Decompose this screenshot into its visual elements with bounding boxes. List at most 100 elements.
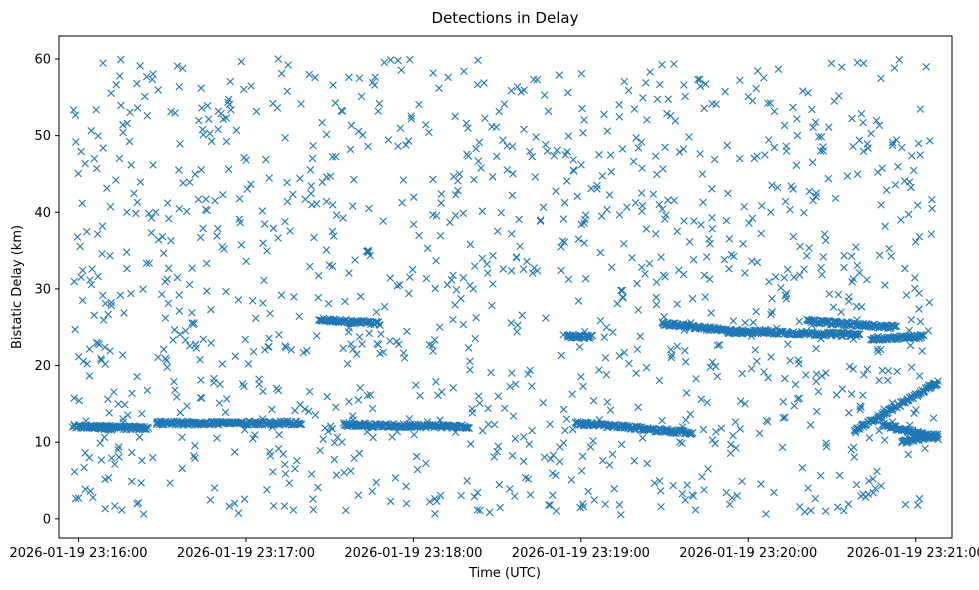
detection-point [328, 425, 336, 433]
detection-point [698, 170, 707, 178]
detection-point [598, 456, 607, 465]
detection-point [749, 318, 758, 327]
detection-point [559, 215, 568, 223]
detection-point [332, 471, 341, 479]
detection-point [446, 218, 454, 227]
detection-point [631, 199, 640, 207]
detection-point [247, 82, 255, 90]
detection-point [116, 55, 125, 64]
detection-point [322, 173, 331, 181]
detection-point [480, 79, 488, 87]
detection-point [753, 357, 761, 366]
detection-point [915, 390, 924, 398]
detection-point [287, 346, 296, 354]
detection-point [636, 332, 645, 341]
detection-point [596, 248, 605, 257]
detection-point [601, 353, 610, 362]
detection-point [753, 152, 761, 160]
detection-point [87, 280, 96, 289]
detection-point [159, 249, 168, 258]
detection-point [764, 136, 773, 144]
detection-point [620, 77, 629, 86]
detection-point [100, 433, 109, 442]
detection-point [700, 104, 709, 113]
detection-point [106, 202, 115, 211]
detection-point [214, 125, 223, 134]
detection-point [333, 433, 342, 442]
detection-point [75, 396, 83, 405]
detection-point [371, 73, 379, 81]
detection-point [473, 80, 482, 89]
detection-point [902, 291, 911, 299]
detection-point [472, 313, 480, 322]
detection-point [550, 151, 559, 160]
detection-point [820, 230, 829, 238]
detection-point [410, 430, 418, 439]
detection-point [347, 121, 356, 130]
detection-point [299, 348, 308, 357]
detection-point [297, 100, 305, 108]
detection-point [637, 138, 646, 146]
detection-point [857, 403, 865, 411]
y-tick-label: 60 [34, 52, 51, 67]
detection-point [185, 342, 194, 350]
detection-point [328, 227, 337, 236]
detection-point [407, 114, 416, 123]
detection-point [589, 396, 598, 405]
detection-point [526, 147, 534, 156]
detection-point [926, 136, 934, 145]
detection-point [637, 263, 646, 272]
detection-point [351, 256, 359, 264]
detection-point [659, 165, 667, 173]
detection-point [273, 104, 282, 112]
detection-point [133, 79, 141, 88]
detection-point [646, 68, 654, 76]
detection-point [415, 100, 423, 109]
detection-point [467, 440, 475, 448]
detection-point [812, 189, 821, 198]
detection-point [904, 450, 913, 459]
detection-point [770, 107, 779, 116]
detection-point [578, 500, 587, 508]
detection-point [651, 427, 659, 436]
detection-point [375, 99, 384, 108]
detection-point [282, 343, 290, 352]
detection-point [847, 446, 855, 454]
detection-point [386, 274, 395, 282]
detection-point [824, 123, 833, 131]
detection-point [805, 244, 813, 252]
detection-point [559, 439, 568, 447]
detection-point [207, 137, 216, 146]
detection-point [642, 78, 650, 87]
detection-point [510, 492, 519, 501]
detection-point [784, 340, 792, 349]
detection-point [558, 237, 567, 245]
detection-point [503, 142, 512, 150]
detection-point [386, 497, 395, 506]
detection-point [708, 100, 716, 108]
detection-point [172, 393, 181, 401]
detection-point [623, 203, 631, 211]
detection-point [218, 360, 227, 368]
detection-point [525, 440, 534, 448]
detection-point [364, 247, 372, 256]
detection-point [872, 116, 881, 125]
detection-point [80, 463, 88, 472]
detection-point [399, 176, 408, 184]
detection-point [579, 382, 587, 391]
detection-point [263, 247, 271, 255]
detection-point [171, 386, 179, 394]
detection-point [680, 81, 688, 89]
detection-point [485, 508, 494, 517]
detection-point [819, 147, 828, 155]
detection-point [792, 161, 801, 170]
detection-point [169, 336, 177, 344]
detection-point [240, 85, 248, 94]
detection-point [283, 87, 292, 96]
detection-point [235, 215, 244, 224]
detection-point [488, 122, 496, 131]
detection-point [578, 104, 586, 113]
detection-point [708, 213, 716, 222]
detection-point [69, 106, 78, 114]
